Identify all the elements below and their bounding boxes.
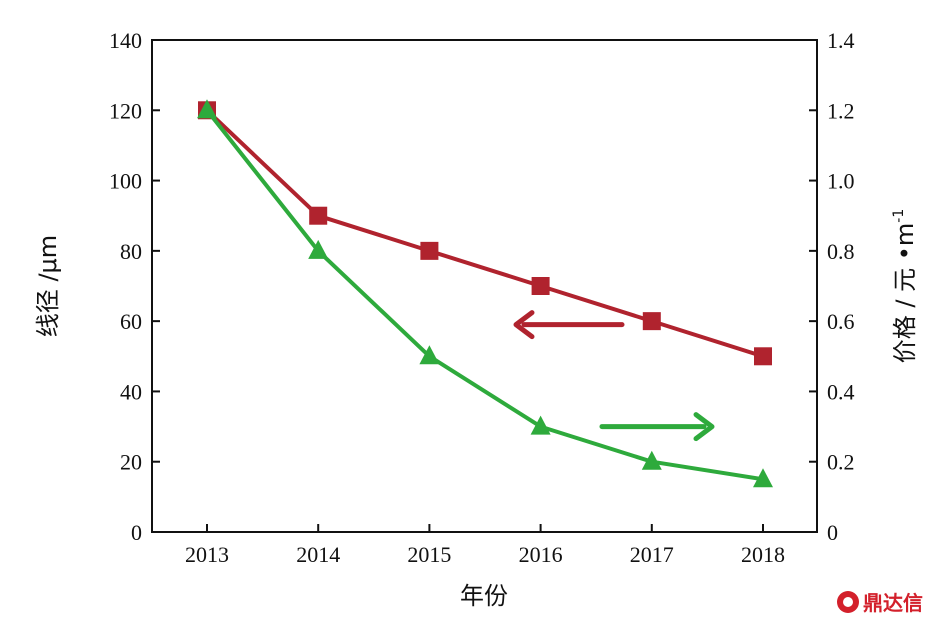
- watermark: 鼎达信: [837, 587, 923, 616]
- left-tick-label: 20: [120, 450, 142, 475]
- series-1-point: [531, 277, 550, 295]
- series-1-point: [309, 206, 328, 225]
- series-2-point: [419, 345, 440, 365]
- watermark-text: 鼎达信: [863, 591, 923, 615]
- x-tick-label: 2016: [519, 542, 563, 567]
- left-tick-label: 140: [109, 28, 142, 53]
- right-axis-title-main: 价格 / 元 •m: [891, 223, 919, 364]
- left-tick-label: 60: [120, 309, 142, 334]
- right-tick-label: 1.0: [827, 169, 855, 194]
- watermark-logo-icon: [837, 590, 859, 613]
- x-tick-label: 2014: [296, 542, 340, 567]
- left-axis-title: 线径 /μm: [34, 235, 62, 337]
- right-tick-label: 0: [827, 520, 838, 545]
- right-axis-ticks: 0 0.2 0.4 0.6 0.8 1.0 1.2 1.4: [809, 28, 855, 545]
- left-axis-ticks: 0 20 40 60 80 100 120 140: [109, 28, 160, 545]
- series-1-point: [642, 312, 661, 331]
- right-tick-label: 0.4: [827, 379, 855, 404]
- right-axis-title: 价格 / 元 •m-1: [891, 209, 919, 363]
- series-2-point: [753, 468, 773, 488]
- annotation-arrows: [513, 310, 715, 442]
- left-tick-label: 40: [120, 379, 142, 404]
- series-2-point: [308, 239, 329, 259]
- right-tick-label: 0.6: [827, 309, 855, 334]
- right-tick-label: 1.4: [827, 28, 855, 53]
- x-tick-label: 2015: [407, 542, 451, 567]
- right-axis-title-sup: -1: [891, 209, 907, 223]
- right-tick-label: 0.2: [827, 450, 855, 475]
- right-tick-label: 1.2: [827, 98, 855, 123]
- left-tick-label: 80: [120, 239, 142, 264]
- series-2-line: [205, 109, 764, 482]
- x-tick-label: 2013: [185, 542, 229, 567]
- series-layer: [197, 99, 773, 488]
- series-2-point: [197, 99, 217, 119]
- series-1-point: [754, 347, 772, 366]
- left-tick-label: 0: [131, 520, 142, 545]
- series-1-line: [205, 108, 764, 359]
- left-tick-label: 100: [109, 169, 142, 194]
- x-tick-label: 2018: [741, 542, 785, 567]
- x-axis-title: 年份: [460, 582, 508, 610]
- series-2-point: [641, 450, 662, 470]
- x-tick-label: 2017: [630, 542, 674, 567]
- right-tick-label: 0.8: [827, 239, 855, 264]
- annotation-arrow-2: [599, 412, 715, 442]
- annotation-arrow-1: [513, 310, 625, 340]
- annotation-arrow-head: [693, 412, 715, 442]
- series-2-point: [530, 415, 551, 435]
- left-tick-label: 120: [109, 98, 142, 123]
- series-1-point: [420, 241, 439, 260]
- plot-frame: [151, 39, 818, 533]
- x-axis-ticks: 2013 2014 2015 2016 2017 2018: [185, 524, 785, 567]
- annotation-arrow-head: [513, 310, 535, 340]
